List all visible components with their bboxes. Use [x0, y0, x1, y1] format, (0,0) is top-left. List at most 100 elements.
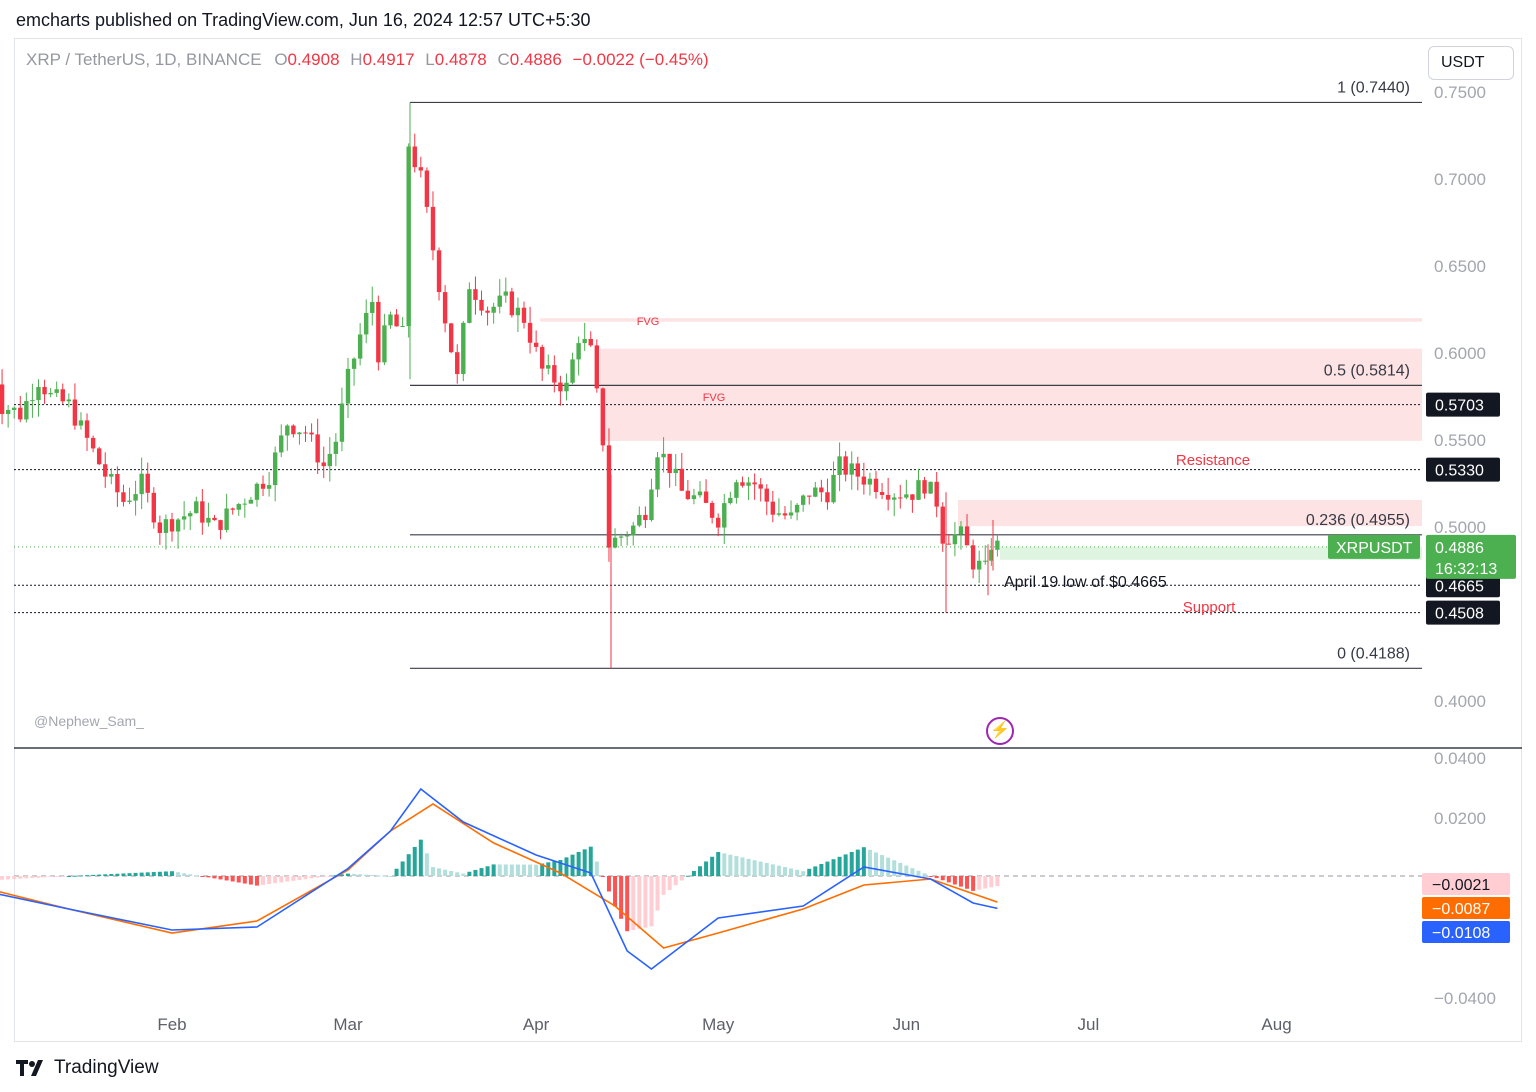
histogram-bar: [898, 862, 903, 876]
currency-button[interactable]: USDT: [1428, 46, 1514, 80]
lightning-icon[interactable]: ⚡: [986, 717, 1014, 745]
symbol-tag-text: XRPUSDT: [1336, 540, 1413, 557]
histogram-bar: [382, 875, 387, 877]
candle-body: [734, 482, 739, 498]
histogram-bar: [66, 876, 71, 877]
candle-body: [533, 342, 539, 347]
histogram-bar: [752, 860, 757, 876]
candle-body: [916, 480, 921, 500]
resistance-label: Resistance: [1176, 452, 1250, 469]
brand-name: TradingView: [54, 1057, 159, 1078]
histogram-bar: [892, 860, 897, 876]
histogram-bar: [995, 876, 1000, 887]
close-value: 0.4886: [509, 50, 562, 69]
price-tag-text: 0.4886: [1435, 540, 1484, 557]
histogram-bar: [267, 876, 272, 884]
candle-body: [831, 474, 836, 503]
symbol-label[interactable]: XRP / TetherUS, 1D, BINANCE: [26, 50, 262, 69]
candle-body: [400, 326, 405, 328]
candle-body: [109, 473, 114, 477]
histogram-bar: [339, 874, 344, 876]
candle-body: [892, 497, 897, 500]
candle-body: [127, 500, 132, 502]
histogram-bar: [176, 872, 181, 876]
candle-body: [770, 501, 776, 515]
candle-body: [376, 301, 381, 363]
histogram-bar: [528, 864, 533, 876]
candle-body: [843, 456, 848, 475]
histogram-bar: [212, 876, 217, 879]
histogram-bar: [121, 873, 126, 876]
histogram-bar: [722, 853, 727, 876]
histogram-bar: [782, 867, 787, 876]
histogram-bar: [370, 874, 375, 876]
candle-body: [558, 382, 563, 392]
candle-body: [394, 314, 399, 327]
candle-body: [5, 409, 11, 414]
candle-body: [248, 499, 254, 504]
histogram-bar: [236, 876, 241, 883]
candle-body: [194, 501, 199, 514]
histogram-bar: [400, 861, 405, 876]
chart-frame: [14, 38, 1522, 1042]
candle-body: [873, 478, 879, 493]
histogram-bar: [867, 849, 872, 876]
fvg-label: FVG: [703, 392, 726, 404]
candle-body: [430, 206, 436, 251]
fvg-zones: FVG FVG: [540, 316, 1422, 560]
candle-body: [206, 517, 211, 523]
histogram-bar: [376, 875, 381, 877]
histogram-bar: [515, 864, 520, 876]
histogram-bar: [698, 866, 702, 876]
macd-value-tag-text: −0.0087: [1432, 901, 1490, 918]
histogram-bar: [916, 870, 921, 876]
histogram-bar: [321, 876, 326, 877]
candle-body: [709, 502, 715, 518]
histogram-bar: [170, 871, 174, 876]
histogram-bar: [582, 849, 587, 876]
candle-body: [90, 437, 96, 449]
histogram-bar: [412, 846, 417, 876]
candle-body: [260, 483, 266, 489]
month-tick: Feb: [157, 1015, 186, 1034]
candles: [0, 102, 1000, 669]
candle-body: [807, 495, 812, 497]
histogram-bar: [78, 875, 83, 877]
histogram-bar: [42, 876, 47, 878]
candle-body: [740, 482, 745, 486]
histogram-bar: [224, 876, 229, 881]
histogram-bar: [600, 876, 605, 877]
candle-body: [904, 494, 909, 498]
histogram-bar: [886, 857, 891, 876]
candle-body: [794, 504, 800, 513]
histogram-bar: [588, 846, 593, 876]
level-lines: 1 (0.7440) 0.5 (0.5814) 0.236 (0.4955) 0 (0…: [14, 79, 1422, 669]
candle-body: [103, 464, 108, 477]
candle-body: [606, 445, 612, 548]
level-tag: [1426, 573, 1500, 598]
histogram-bar: [430, 867, 435, 876]
histogram-bar: [424, 853, 429, 876]
histogram-bar: [97, 874, 102, 876]
candle-body: [819, 487, 824, 493]
histogram-bar: [849, 852, 854, 876]
low-key: L: [425, 50, 435, 69]
histogram-bar: [922, 873, 927, 876]
price-tick: 0.6500: [1434, 257, 1486, 276]
histogram-bar: [764, 862, 769, 876]
candle-body: [497, 295, 502, 307]
histogram-bar: [928, 876, 933, 877]
candle-body: [157, 522, 163, 533]
price-tag: [1426, 534, 1516, 579]
tradingview-brand[interactable]: TradingView: [16, 1057, 159, 1079]
histogram-bar: [819, 864, 824, 876]
candle-body: [885, 494, 891, 500]
histogram-bar: [758, 861, 763, 876]
histogram-bar: [934, 876, 939, 879]
candle-body: [952, 534, 958, 545]
histogram-bar: [522, 864, 526, 876]
histogram-bar: [813, 866, 818, 876]
candle-body: [910, 494, 915, 500]
histogram-bar: [443, 869, 448, 876]
histogram-bar: [904, 865, 909, 876]
